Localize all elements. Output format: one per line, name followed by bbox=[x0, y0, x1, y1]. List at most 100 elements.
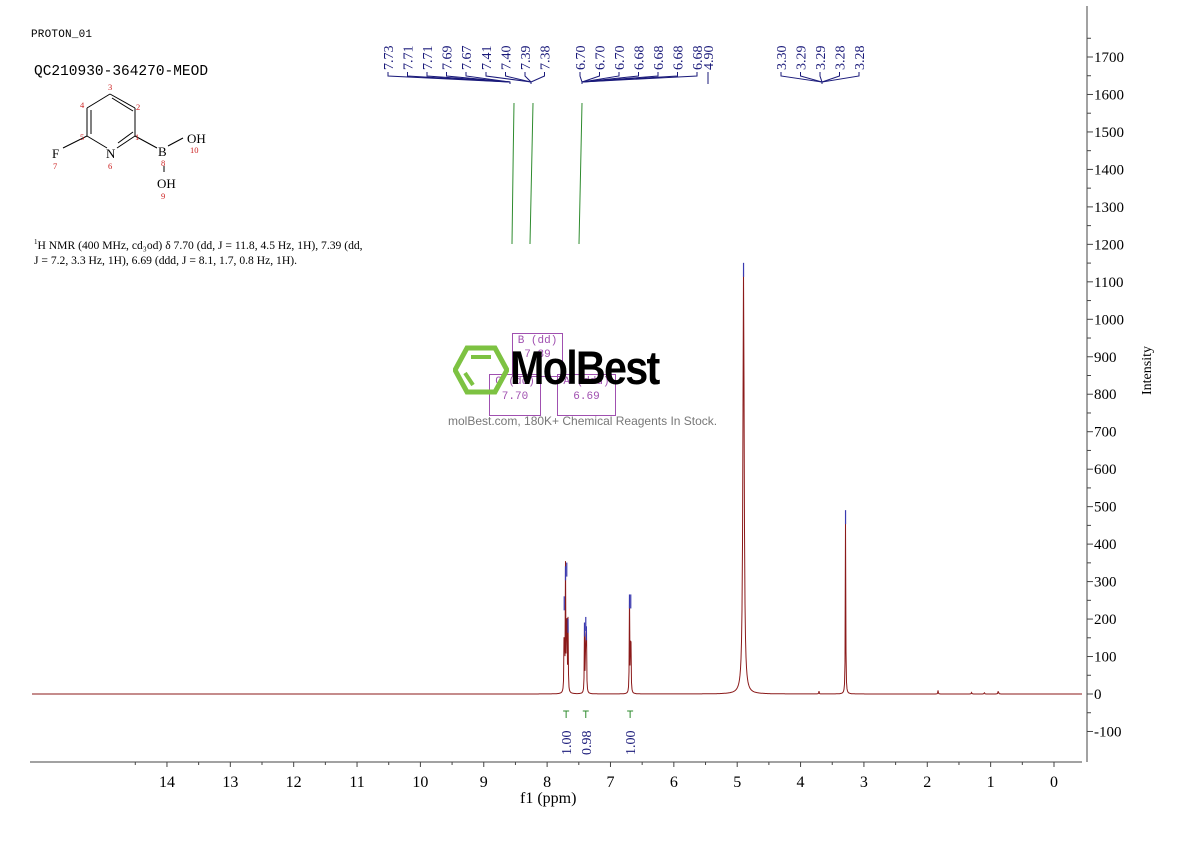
atom-number: 1 bbox=[135, 132, 139, 142]
svg-text:1300: 1300 bbox=[1094, 200, 1124, 216]
y-axis-title: Intensity bbox=[1140, 346, 1155, 395]
experiment-name: PROTON_01 bbox=[31, 29, 93, 41]
svg-text:100: 100 bbox=[1094, 650, 1117, 666]
svg-text:1400: 1400 bbox=[1094, 162, 1124, 178]
y-axis: 1700160015001400130012001100100090080070… bbox=[1086, 6, 1124, 762]
nmr-summary-text: H NMR (400 MHz, cd₃od) δ 7.70 (dd, J = 1… bbox=[34, 238, 363, 268]
svg-text:6: 6 bbox=[670, 774, 678, 791]
multiplet-shift: 7.39 bbox=[524, 349, 551, 361]
atom-number: 8 bbox=[161, 158, 165, 168]
atom-n: N bbox=[106, 146, 116, 161]
atom-number: 4 bbox=[80, 100, 85, 110]
svg-text:7.40: 7.40 bbox=[500, 46, 515, 71]
atom-f: F bbox=[52, 146, 59, 161]
svg-text:0.98: 0.98 bbox=[580, 731, 595, 756]
multiplet-label: A (ddd) bbox=[563, 376, 610, 388]
molbest-logo-icon bbox=[453, 345, 509, 395]
integrals: 1.00 0.98 1.00 bbox=[511, 102, 639, 756]
watermark-tagline: molBest.com, 180K+ Chemical Reagents In … bbox=[448, 414, 718, 428]
multiplet-box-b: B (dd) 7.39 bbox=[512, 333, 563, 377]
svg-text:1700: 1700 bbox=[1094, 50, 1124, 66]
atom-number: 2 bbox=[136, 102, 140, 112]
svg-text:9: 9 bbox=[480, 774, 488, 791]
atom-oh-9: OH bbox=[157, 176, 176, 191]
svg-text:3.29: 3.29 bbox=[814, 46, 829, 71]
svg-text:1.00: 1.00 bbox=[624, 731, 639, 756]
multiplet-shift: 7.70 bbox=[501, 391, 529, 403]
atom-oh-10: OH bbox=[187, 131, 206, 146]
svg-text:3.28: 3.28 bbox=[853, 46, 868, 71]
svg-text:900: 900 bbox=[1094, 350, 1117, 366]
svg-text:8: 8 bbox=[543, 774, 551, 791]
atom-number: 5 bbox=[80, 132, 84, 142]
svg-text:13: 13 bbox=[222, 774, 238, 791]
svg-text:400: 400 bbox=[1094, 537, 1117, 553]
svg-text:6.70: 6.70 bbox=[594, 46, 609, 71]
atom-b: B bbox=[158, 144, 167, 159]
x-axis-title: f1 (ppm) bbox=[520, 790, 577, 807]
svg-text:6.70: 6.70 bbox=[574, 46, 589, 71]
svg-text:7.67: 7.67 bbox=[460, 46, 475, 71]
svg-text:-100: -100 bbox=[1094, 724, 1122, 740]
svg-text:600: 600 bbox=[1094, 462, 1117, 478]
svg-text:6.68: 6.68 bbox=[652, 46, 667, 71]
nmr-summary: 1H NMR (400 MHz, cd₃od) δ 7.70 (dd, J = … bbox=[34, 235, 364, 269]
svg-text:1500: 1500 bbox=[1094, 125, 1124, 141]
sample-id: QC210930-364270-MEOD bbox=[34, 64, 209, 80]
atom-number: 3 bbox=[108, 82, 112, 92]
x-axis: 14 13 12 11 10 9 8 7 6 5 4 3 2 1 0 bbox=[30, 761, 1082, 791]
svg-text:7.71: 7.71 bbox=[402, 46, 417, 71]
svg-text:3.28: 3.28 bbox=[834, 46, 849, 71]
svg-text:10: 10 bbox=[412, 774, 428, 791]
atom-number: 9 bbox=[161, 191, 165, 201]
superscript: 1 bbox=[34, 238, 38, 246]
svg-text:7.39: 7.39 bbox=[519, 46, 534, 71]
svg-text:4: 4 bbox=[797, 774, 805, 791]
svg-text:3: 3 bbox=[860, 774, 868, 791]
svg-text:3.29: 3.29 bbox=[795, 46, 810, 71]
watermark-brand: MolBest bbox=[510, 341, 660, 394]
svg-text:7.73: 7.73 bbox=[382, 46, 397, 71]
spectrum-trace bbox=[32, 262, 1082, 695]
svg-text:0: 0 bbox=[1094, 687, 1102, 703]
chemical-structure: F N B OH OH 7 6 8 10 9 1 2 3 4 5 bbox=[52, 82, 206, 201]
multiplet-box-a: A (ddd) 6.69 bbox=[557, 374, 616, 416]
svg-text:7.41: 7.41 bbox=[480, 46, 495, 71]
svg-text:6.68: 6.68 bbox=[633, 46, 648, 71]
svg-text:1600: 1600 bbox=[1094, 87, 1124, 103]
multiplet-label: C (dd) bbox=[495, 376, 535, 388]
svg-text:7: 7 bbox=[606, 774, 614, 791]
svg-text:7.69: 7.69 bbox=[441, 46, 456, 71]
atom-number: 6 bbox=[108, 161, 112, 171]
svg-text:700: 700 bbox=[1094, 425, 1117, 441]
svg-text:500: 500 bbox=[1094, 500, 1117, 516]
svg-text:0: 0 bbox=[1050, 774, 1058, 791]
svg-text:6.70: 6.70 bbox=[613, 46, 628, 71]
multiplet-label: B (dd) bbox=[517, 335, 558, 347]
svg-text:1.00: 1.00 bbox=[560, 731, 575, 756]
svg-text:12: 12 bbox=[286, 774, 302, 791]
svg-text:1200: 1200 bbox=[1094, 237, 1124, 253]
atom-number: 10 bbox=[190, 145, 199, 155]
svg-text:300: 300 bbox=[1094, 575, 1117, 591]
svg-text:14: 14 bbox=[159, 774, 175, 791]
svg-text:800: 800 bbox=[1094, 387, 1117, 403]
svg-text:6.68: 6.68 bbox=[672, 46, 687, 71]
svg-text:7.71: 7.71 bbox=[421, 46, 436, 71]
svg-text:11: 11 bbox=[349, 774, 364, 791]
atom-number: 7 bbox=[53, 161, 57, 171]
svg-text:1000: 1000 bbox=[1094, 312, 1124, 328]
svg-text:4.90: 4.90 bbox=[702, 46, 717, 71]
svg-text:200: 200 bbox=[1094, 612, 1117, 628]
svg-text:1100: 1100 bbox=[1094, 275, 1123, 291]
svg-text:5: 5 bbox=[733, 774, 741, 791]
multiplet-box-c: C (dd) 7.70 bbox=[489, 374, 541, 416]
svg-text:7.38: 7.38 bbox=[539, 46, 554, 71]
peak-labels: 7.73 7.71 7.71 7.69 7.67 7.41 7.40 7.39 7.38 6.70… bbox=[382, 46, 868, 84]
svg-text:1: 1 bbox=[987, 774, 995, 791]
svg-text:3.30: 3.30 bbox=[775, 46, 790, 71]
svg-text:2: 2 bbox=[923, 774, 931, 791]
multiplet-shift: 6.69 bbox=[573, 391, 600, 403]
svg-text:6.68: 6.68 bbox=[691, 46, 706, 71]
